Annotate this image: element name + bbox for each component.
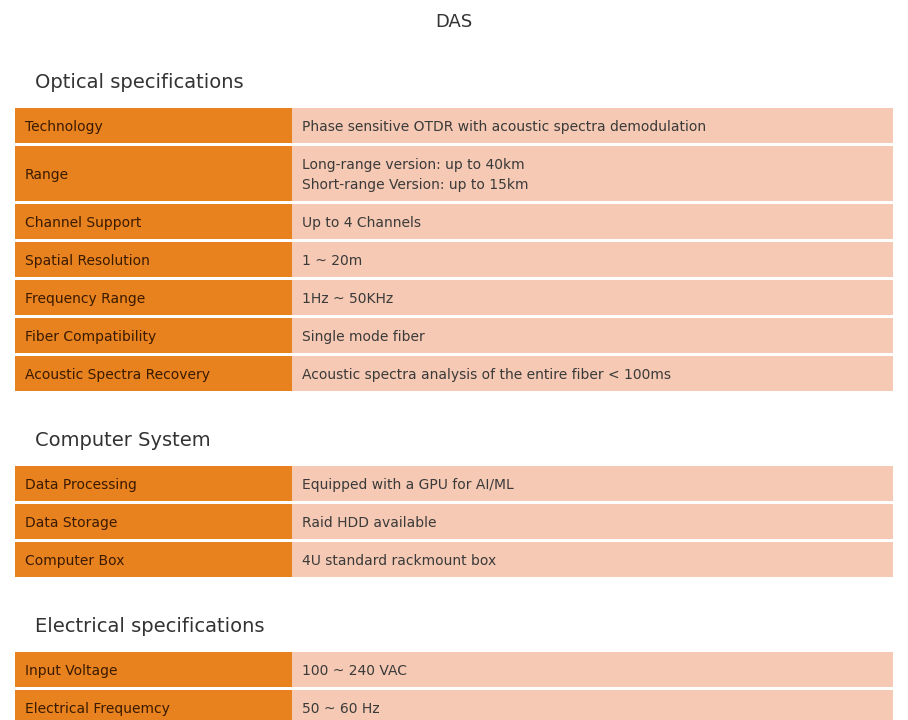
Bar (15, 239, 291, 242)
Text: 50 ~ 60 Hz: 50 ~ 60 Hz (301, 702, 380, 716)
Text: Long-range version: up to 40km
Short-range Version: up to 15km: Long-range version: up to 40km Short-ran… (301, 158, 528, 192)
Bar (15, 108, 291, 146)
Text: Acoustic spectra analysis of the entire fiber < 100ms: Acoustic spectra analysis of the entire … (301, 368, 671, 382)
Bar (291, 391, 893, 394)
Text: 100 ~ 240 VAC: 100 ~ 240 VAC (301, 664, 407, 678)
Text: DAS: DAS (435, 13, 473, 31)
Bar (15, 204, 291, 242)
Text: Optical specifications: Optical specifications (35, 73, 243, 91)
Text: Computer System: Computer System (35, 431, 211, 449)
Bar (15, 318, 291, 356)
Bar (291, 201, 893, 204)
Text: Input Voltage: Input Voltage (25, 664, 117, 678)
Text: Up to 4 Channels: Up to 4 Channels (301, 216, 420, 230)
Bar (291, 108, 893, 146)
Bar (15, 201, 291, 204)
Bar (291, 577, 893, 580)
Bar (291, 504, 893, 542)
Text: Technology: Technology (25, 120, 103, 134)
Bar (291, 501, 893, 504)
Text: Data Processing: Data Processing (25, 478, 137, 492)
Bar (291, 242, 893, 280)
Text: Electrical specifications: Electrical specifications (35, 616, 264, 636)
Bar (15, 501, 291, 504)
Text: Fiber Compatibility: Fiber Compatibility (25, 330, 156, 344)
Bar (15, 280, 291, 318)
Bar (291, 146, 893, 204)
Bar (291, 542, 893, 580)
Text: 4U standard rackmount box: 4U standard rackmount box (301, 554, 496, 568)
Bar (15, 539, 291, 542)
Text: Raid HDD available: Raid HDD available (301, 516, 436, 530)
Bar (291, 466, 893, 504)
Bar (291, 318, 893, 356)
Bar (15, 542, 291, 580)
Bar (291, 280, 893, 318)
Bar (15, 242, 291, 280)
Bar (15, 143, 291, 146)
Bar (291, 277, 893, 280)
Bar (291, 356, 893, 394)
Bar (291, 652, 893, 690)
Text: Spatial Resolution: Spatial Resolution (25, 254, 150, 268)
Text: Computer Box: Computer Box (25, 554, 124, 568)
Bar (291, 239, 893, 242)
Bar (15, 277, 291, 280)
Text: Frequency Range: Frequency Range (25, 292, 145, 306)
Bar (291, 315, 893, 318)
Bar (15, 504, 291, 542)
Bar (291, 690, 893, 720)
Bar (15, 687, 291, 690)
Bar (291, 353, 893, 356)
Text: Range: Range (25, 168, 69, 182)
Bar (15, 690, 291, 720)
Text: Data Storage: Data Storage (25, 516, 117, 530)
Text: 1Hz ~ 50KHz: 1Hz ~ 50KHz (301, 292, 393, 306)
Bar (15, 652, 291, 690)
Bar (291, 539, 893, 542)
Bar (15, 146, 291, 204)
Bar (15, 315, 291, 318)
Bar (15, 577, 291, 580)
Bar (291, 143, 893, 146)
Bar (15, 353, 291, 356)
Text: Single mode fiber: Single mode fiber (301, 330, 424, 344)
Bar (291, 204, 893, 242)
Text: 1 ~ 20m: 1 ~ 20m (301, 254, 361, 268)
Text: Channel Support: Channel Support (25, 216, 142, 230)
Text: Electrical Frequemcy: Electrical Frequemcy (25, 702, 170, 716)
Text: Equipped with a GPU for AI/ML: Equipped with a GPU for AI/ML (301, 478, 513, 492)
Bar (15, 356, 291, 394)
Text: Acoustic Spectra Recovery: Acoustic Spectra Recovery (25, 368, 210, 382)
Text: Phase sensitive OTDR with acoustic spectra demodulation: Phase sensitive OTDR with acoustic spect… (301, 120, 706, 134)
Bar (291, 687, 893, 690)
Bar (15, 466, 291, 504)
Bar (15, 391, 291, 394)
